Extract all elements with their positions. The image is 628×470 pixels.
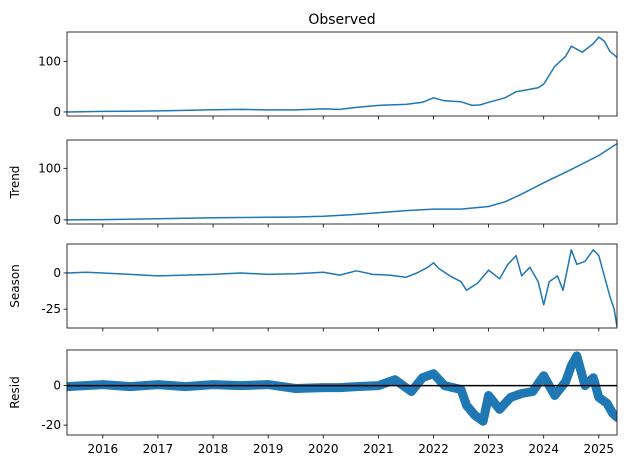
trend-axes-frame — [66, 139, 618, 225]
panel-resid: 0 -20 2016 2017 2018 2019 2020 2021 2022 2023 2024… — [8, 349, 618, 456]
observed-axes-frame — [66, 31, 618, 117]
panel-observed: 0 100 Observed — [38, 12, 618, 120]
xtick-label: 2018 — [198, 442, 229, 456]
season-ytick-label: 0 — [53, 266, 61, 280]
season-ylabel: Season — [8, 264, 22, 308]
xtick-label: 2016 — [88, 442, 119, 456]
trend-ytick-label: 0 — [53, 213, 61, 227]
xtick-label: 2023 — [473, 442, 504, 456]
season-ytick-label: -25 — [41, 302, 61, 316]
xtick-label: 2017 — [143, 442, 174, 456]
resid-axes-frame — [66, 349, 618, 436]
xtick-label: 2025 — [584, 442, 615, 456]
panel-season: 0 -25 Season — [8, 243, 618, 332]
season-axes-frame — [66, 243, 618, 329]
observed-ytick-label: 100 — [38, 54, 61, 68]
panel-trend: 0 100 Trend — [8, 139, 618, 228]
xtick-label: 2024 — [528, 442, 559, 456]
xtick-label: 2020 — [308, 442, 339, 456]
observed-ytick-label: 0 — [53, 105, 61, 119]
xtick-label: 2022 — [418, 442, 449, 456]
chart-title: Observed — [308, 12, 375, 28]
resid-ytick-label: -20 — [41, 418, 61, 432]
resid-scatter — [67, 351, 617, 426]
resid-ytick-label: 0 — [53, 379, 61, 393]
trend-ytick-label: 100 — [38, 161, 61, 175]
xtick-label: 2021 — [363, 442, 394, 456]
xtick-label: 2019 — [253, 442, 284, 456]
observed-series-line — [67, 36, 617, 113]
season-series-line — [67, 249, 617, 327]
resid-ylabel: Resid — [8, 376, 22, 408]
trend-series-line — [67, 142, 617, 221]
trend-ylabel: Trend — [8, 166, 22, 200]
